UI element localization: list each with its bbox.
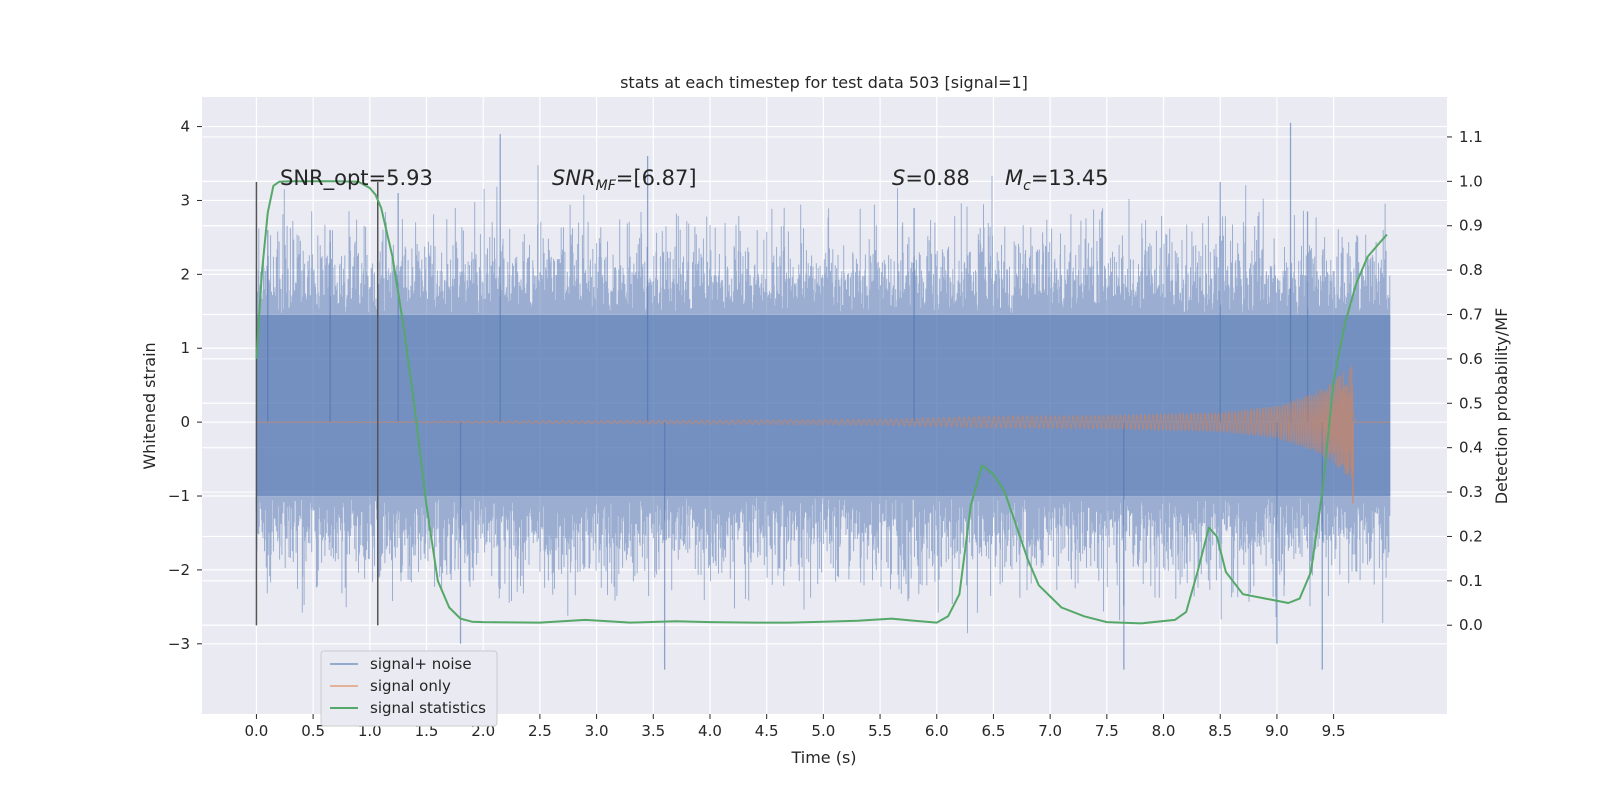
axis-ticks: 0.0 0.5 1.0 1.5 2.0 2.5 3.0 3.5 4.0 4.5 5.0 5.5 6.0 6…	[168, 118, 1483, 740]
annotation-mc-subscript: c	[1023, 178, 1031, 194]
annotation-snr-mf: SNRMF=[6.87]	[552, 166, 697, 194]
legend-label-signal-only: signal only	[370, 677, 451, 695]
y2-tick-label: 1.0	[1459, 172, 1483, 190]
y2-tick-label: 0.3	[1459, 483, 1483, 501]
series-signal-statistics	[255, 180, 1388, 625]
y2-tick-label: 0.1	[1459, 572, 1483, 590]
x-tick-label: 8.5	[1208, 722, 1232, 740]
y-tick-label: −1	[168, 487, 190, 505]
x-tick-label: 7.0	[1038, 722, 1062, 740]
x-tick-label: 4.5	[755, 722, 779, 740]
legend-label-signal-statistics: signal statistics	[370, 699, 486, 717]
annotation-mc: Mc=13.45	[1005, 166, 1109, 194]
series-signal-only	[256, 365, 1391, 504]
x-tick-label: 4.0	[698, 722, 722, 740]
stats-line	[255, 180, 1388, 625]
x-tick-label: 5.0	[811, 722, 835, 740]
y-tick-label: 4	[180, 118, 190, 136]
x-tick-label: 0.5	[301, 722, 325, 740]
annotation-snr-mf-subscript: MF	[596, 178, 617, 194]
x-tick-label: 7.5	[1095, 722, 1119, 740]
y2-tick-label: 0.4	[1459, 439, 1483, 457]
y2-axis-label: Detection probability/MF	[1492, 308, 1511, 505]
y2-tick-label: 0.8	[1459, 261, 1483, 279]
x-tick-label: 9.5	[1322, 722, 1346, 740]
y-tick-label: −2	[168, 561, 190, 579]
y-axis-label: Whitened strain	[140, 342, 159, 469]
x-tick-label: 2.5	[528, 722, 552, 740]
x-tick-label: 9.0	[1265, 722, 1289, 740]
legend-frame	[320, 650, 498, 727]
chart-title: stats at each timestep for test data 503…	[620, 73, 1028, 92]
series-signal-plus-noise	[255, 122, 1391, 670]
x-tick-label: 6.5	[982, 722, 1006, 740]
noise-dense-band	[256, 314, 1391, 497]
y2-tick-label: 0.9	[1459, 217, 1483, 235]
annotation-s-symbol: S	[892, 166, 905, 190]
y-tick-label: 2	[180, 265, 190, 283]
x-tick-label: 0.0	[244, 722, 268, 740]
x-axis-label: Time (s)	[790, 748, 856, 767]
annotation-s: S=0.88	[892, 166, 970, 190]
y2-tick-label: 0.6	[1459, 350, 1483, 368]
annotation-s-value: =0.88	[905, 166, 969, 190]
marker-lines	[255, 181, 379, 626]
x-tick-label: 8.0	[1152, 722, 1176, 740]
y-tick-label: 0	[180, 413, 190, 431]
legend-label-signal-plus-noise: signal+ noise	[370, 655, 472, 673]
y2-tick-label: 0.5	[1459, 394, 1483, 412]
y-tick-label: −3	[168, 635, 190, 653]
y2-tick-label: 0.0	[1459, 616, 1483, 634]
y2-tick-label: 1.1	[1459, 128, 1483, 146]
annotation-snr-mf-symbol: SNR	[552, 166, 596, 190]
y-tick-label: 3	[180, 191, 190, 209]
x-tick-label: 6.0	[925, 722, 949, 740]
annotation-mc-value: =13.45	[1031, 166, 1109, 190]
x-tick-label: 3.0	[585, 722, 609, 740]
x-tick-label: 5.5	[868, 722, 892, 740]
y2-tick-label: 0.2	[1459, 527, 1483, 545]
x-tick-label: 3.5	[641, 722, 665, 740]
y-tick-label: 1	[180, 339, 190, 357]
y2-tick-label: 0.7	[1459, 306, 1483, 324]
annotation-snr-opt: SNR_opt=5.93	[280, 166, 433, 191]
annotation-snr-mf-value: =[6.87]	[616, 166, 697, 190]
signal-trace	[256, 365, 1391, 479]
legend: signal+ noise signal only signal statist…	[320, 650, 498, 727]
annotation-mc-symbol: M	[1005, 166, 1023, 190]
